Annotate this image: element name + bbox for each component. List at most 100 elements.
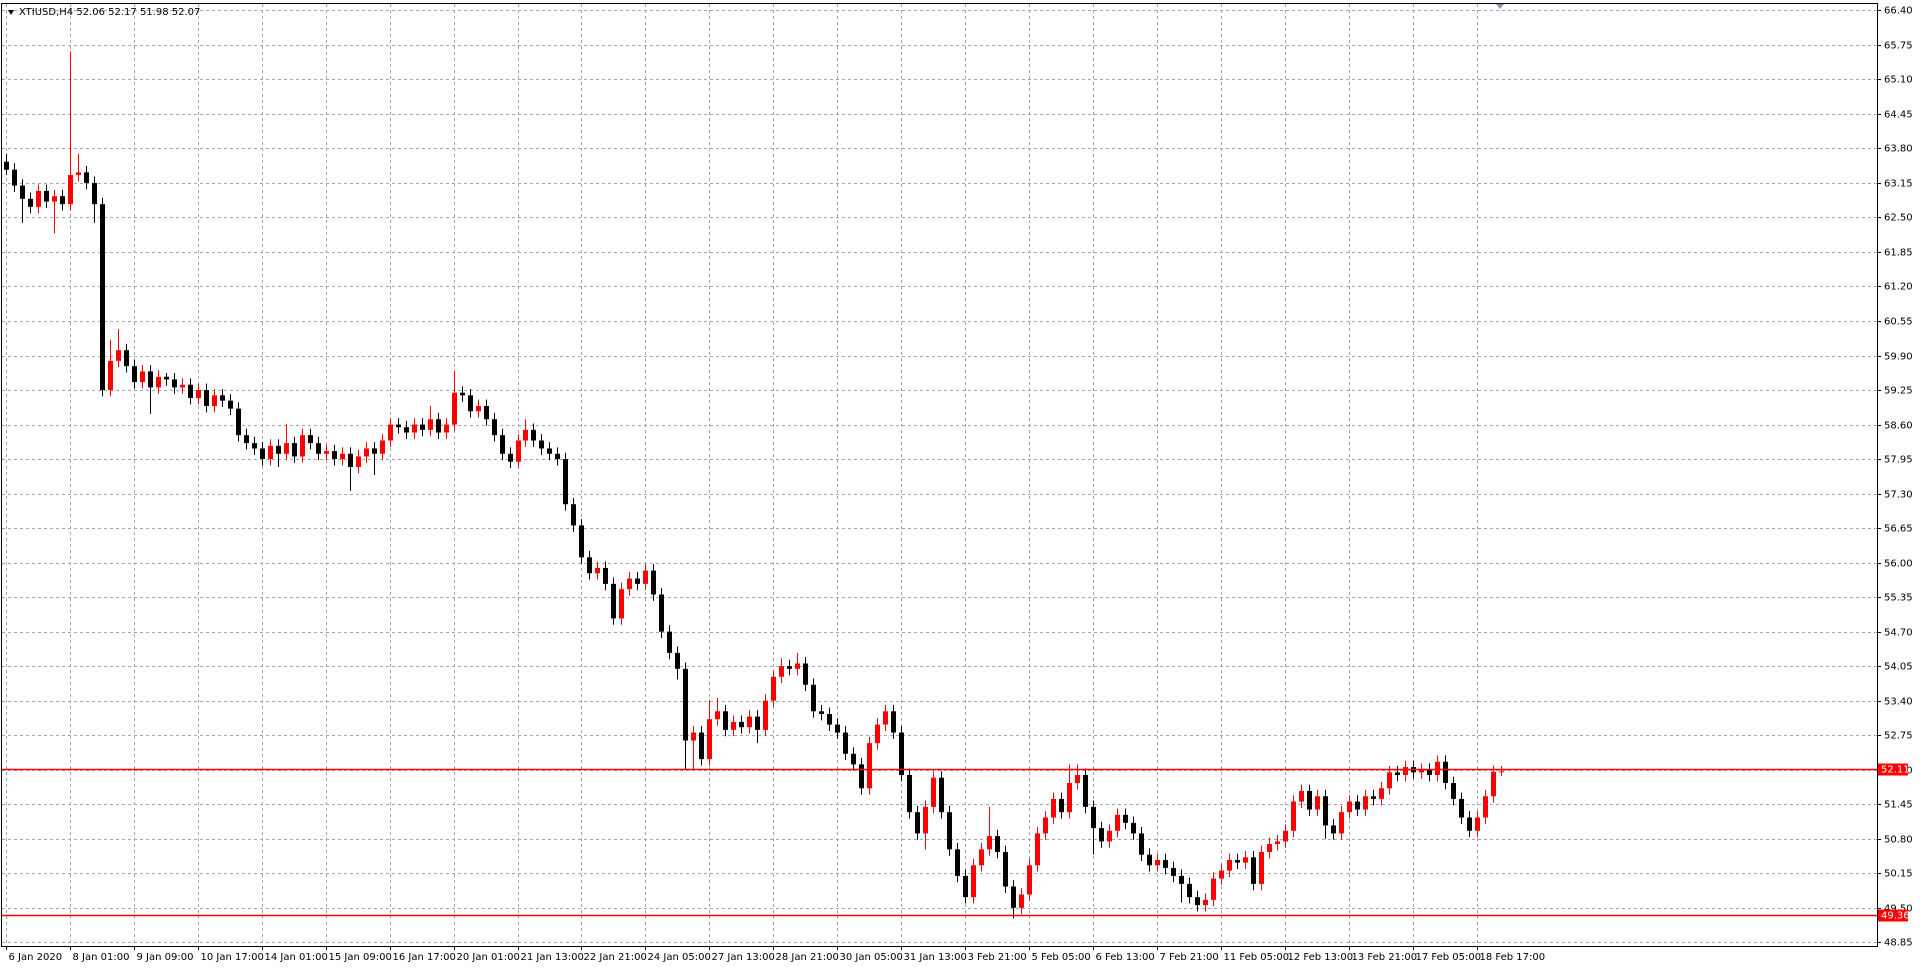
- candle-body: [939, 777, 944, 813]
- candle-body: [683, 668, 688, 741]
- candle-body: [324, 451, 329, 454]
- x-tick-label: 27 Jan 13:00: [712, 952, 775, 963]
- candle-body: [963, 875, 968, 898]
- y-tick-label: 64.45: [1884, 110, 1913, 121]
- candle-body: [452, 392, 457, 425]
- candle-body: [1299, 790, 1304, 802]
- candle-body: [84, 172, 89, 183]
- candle-body: [1371, 796, 1376, 799]
- candle-body: [276, 445, 281, 454]
- candle-body: [595, 567, 600, 574]
- x-tick-label: 24 Jan 05:00: [648, 952, 711, 963]
- candle-body: [1323, 796, 1328, 826]
- candle-body: [1107, 830, 1112, 842]
- candle-body: [1499, 771, 1504, 773]
- x-tick-label: 3 Feb 21:00: [968, 952, 1027, 963]
- candle-body: [691, 732, 696, 741]
- candle-body: [500, 435, 505, 454]
- candle-body: [1195, 897, 1200, 906]
- y-tick-label: 54.05: [1884, 662, 1913, 673]
- candle-body: [1307, 790, 1312, 810]
- y-tick-label: 60.55: [1884, 317, 1913, 328]
- candle-body: [755, 716, 760, 730]
- y-tick-label: 56.65: [1884, 524, 1913, 535]
- shift-marker: [1496, 4, 1504, 9]
- candle-body: [803, 663, 808, 685]
- candle-body: [316, 443, 321, 454]
- candle-body: [124, 350, 129, 367]
- candle-body: [611, 583, 616, 619]
- y-tick-label: 58.60: [1884, 421, 1913, 432]
- candle-body: [92, 182, 97, 205]
- y-tick-label: 61.20: [1884, 282, 1913, 293]
- candle-body: [859, 764, 864, 789]
- candle-body: [292, 443, 297, 457]
- candle-body: [380, 440, 385, 454]
- candle-body: [1339, 812, 1344, 834]
- candle-body: [747, 716, 752, 728]
- y-tick-label: 62.50: [1884, 213, 1913, 224]
- x-tick-label: 20 Jan 01:00: [457, 952, 520, 963]
- x-tick-label: 13 Feb 21:00: [1352, 952, 1418, 963]
- candle-body: [340, 453, 345, 460]
- candle-body: [1155, 859, 1160, 866]
- candle-body: [995, 836, 1000, 853]
- candle-body: [1331, 825, 1336, 834]
- candle-body: [268, 445, 273, 460]
- candle-body: [1291, 801, 1296, 831]
- candle-body: [1131, 822, 1136, 834]
- candle-body: [819, 711, 824, 714]
- candle-body: [1171, 867, 1176, 876]
- candle-body: [396, 424, 401, 428]
- candle-body: [547, 448, 552, 454]
- overlay-layer: 52.11 49.36: [2, 763, 1910, 922]
- candle-body: [100, 204, 105, 391]
- candle-body: [587, 557, 592, 574]
- candle-body: [68, 174, 73, 205]
- candle-body: [468, 395, 473, 412]
- candle-body: [835, 724, 840, 733]
- candle-body: [76, 172, 81, 175]
- candle-body: [364, 448, 369, 457]
- candle-body: [715, 711, 720, 720]
- candle-body: [12, 169, 17, 186]
- candle-body: [36, 190, 41, 207]
- candle-body: [428, 419, 433, 430]
- candle-body: [867, 743, 872, 789]
- candle-body: [1483, 796, 1488, 818]
- candle-body: [1315, 796, 1320, 810]
- candle-body: [348, 453, 353, 468]
- plot-frame: [1, 3, 1878, 947]
- candle-body: [260, 448, 265, 460]
- x-tick-label: 22 Jan 21:00: [584, 952, 647, 963]
- candle-body: [284, 443, 289, 454]
- candle-body: [539, 440, 544, 449]
- candle-body: [1251, 857, 1256, 884]
- y-tick-label: 49.50: [1884, 904, 1913, 915]
- candle-body: [1203, 899, 1208, 906]
- candle-body: [212, 395, 217, 406]
- candle-body: [412, 424, 417, 433]
- candle-body: [372, 448, 377, 454]
- candle-body: [1467, 817, 1472, 831]
- x-tick-label: 14 Jan 01:00: [265, 952, 328, 963]
- candle-body: [1419, 769, 1424, 773]
- candle-body: [523, 429, 528, 441]
- candle-body: [843, 732, 848, 754]
- candle-body: [1179, 875, 1184, 884]
- x-tick-label: 5 Feb 05:00: [1032, 952, 1091, 963]
- y-tick-label: 59.25: [1884, 386, 1913, 397]
- candle-body: [795, 663, 800, 669]
- candle-body: [923, 806, 928, 834]
- candle-body: [516, 440, 521, 462]
- candle-body: [987, 836, 992, 850]
- candle-body: [1235, 859, 1240, 863]
- candle-body: [1219, 870, 1224, 879]
- candle-body: [1243, 857, 1248, 863]
- candle-body: [148, 371, 153, 388]
- y-tick-label: 57.95: [1884, 455, 1913, 466]
- candle-body: [971, 865, 976, 898]
- candle-body: [955, 849, 960, 876]
- candle-body: [1099, 828, 1104, 842]
